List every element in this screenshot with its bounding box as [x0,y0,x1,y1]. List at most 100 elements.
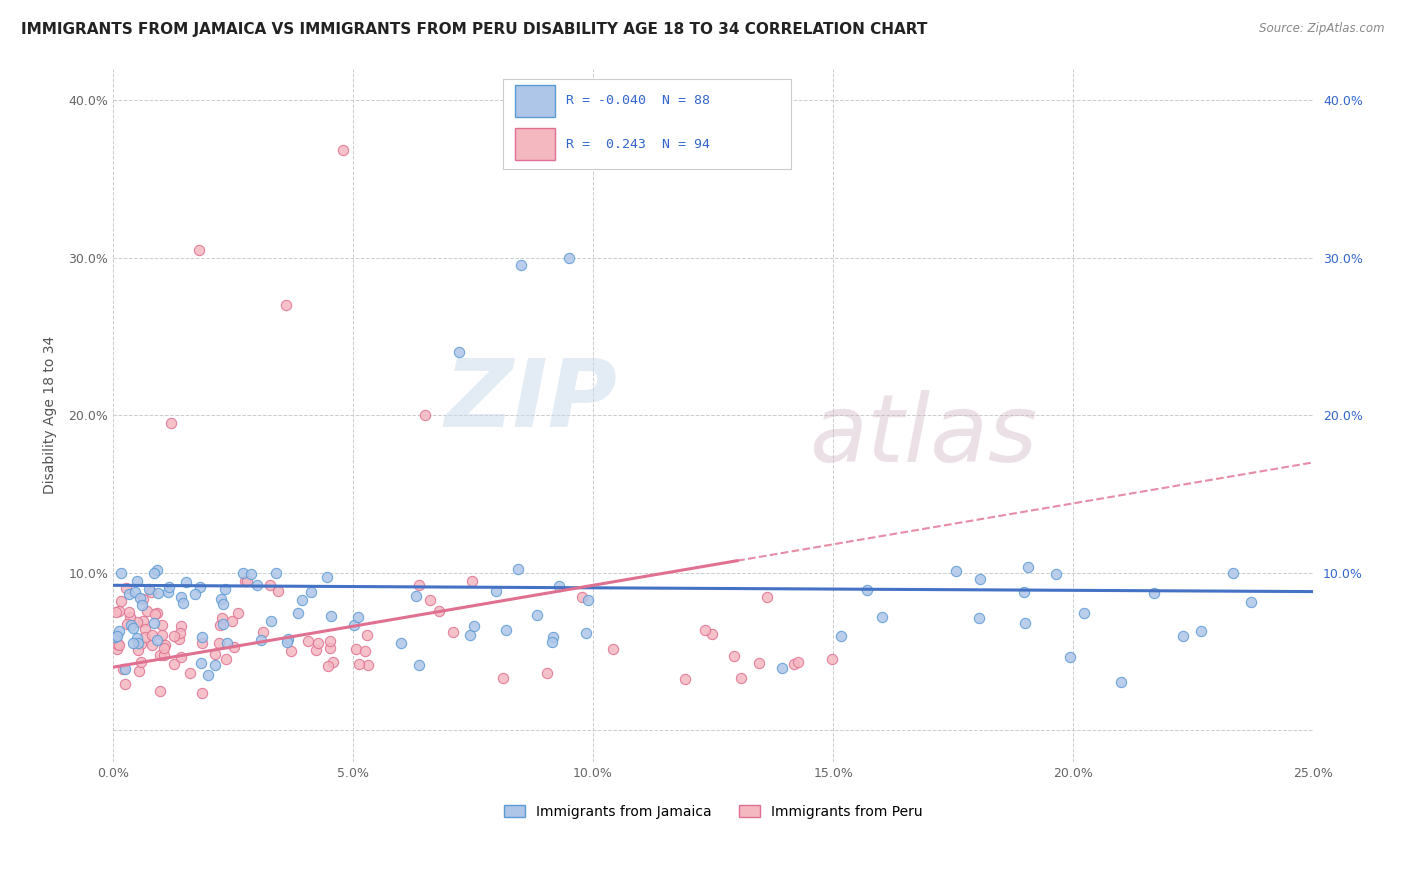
Point [127,643,149,657]
Point [322,655,344,669]
Point [120,618,142,632]
Point [105,642,128,657]
Point [343,617,366,632]
Point [291,593,314,607]
Point [495,623,517,637]
Point [484,584,506,599]
Point [128,591,150,606]
Point [143,615,166,630]
Point [179,665,201,680]
Point [461,574,484,589]
Point [319,634,342,648]
Point [1240,595,1263,609]
Point [246,578,269,592]
Point [211,617,233,632]
Point [139,585,162,599]
Text: IMMIGRANTS FROM JAMAICA VS IMMIGRANTS FROM PERU DISABILITY AGE 18 TO 34 CORRELAT: IMMIGRANTS FROM JAMAICA VS IMMIGRANTS FR… [21,22,928,37]
Point [138,582,160,596]
Point [197,668,219,682]
Point [222,640,245,654]
Point [114,662,136,676]
Point [131,655,153,669]
Point [492,671,515,685]
Point [297,634,319,648]
Point [427,604,450,618]
Point [163,628,186,642]
Point [353,644,375,658]
Point [117,587,139,601]
Point [349,657,371,671]
Point [152,640,174,655]
Y-axis label: Disability Age 18 to 34: Disability Age 18 to 34 [44,336,58,494]
Point [252,624,274,639]
Point [105,629,128,643]
Point [307,636,329,650]
Point [276,634,298,648]
Point [150,618,173,632]
Point [1189,624,1212,638]
Point [260,615,283,629]
Point [153,638,176,652]
Point [190,656,212,670]
Point [146,606,169,620]
Point [510,259,533,273]
Text: atlas: atlas [808,391,1038,482]
Point [571,590,593,604]
Point [204,647,226,661]
Point [170,619,193,633]
Point [332,144,354,158]
Point [458,627,481,641]
Point [170,650,193,665]
Point [389,636,412,650]
Point [447,345,470,359]
Point [1045,567,1067,582]
Point [215,652,238,666]
Point [782,657,804,672]
Point [408,578,430,592]
Point [1012,585,1035,599]
Point [1109,675,1132,690]
Point [1222,566,1244,581]
Point [408,657,430,672]
Point [184,587,207,601]
Point [541,630,564,644]
Point [208,635,231,649]
Point [128,664,150,678]
Point [602,642,624,657]
Point [264,566,287,580]
Point [214,582,236,596]
Point [1017,560,1039,574]
Point [872,609,894,624]
Point [536,666,558,681]
Point [150,628,173,642]
Point [172,596,194,610]
Point [215,636,238,650]
Point [129,637,152,651]
Point [107,604,129,618]
Point [115,616,138,631]
Point [110,594,132,608]
Point [212,597,235,611]
Legend: Immigrants from Jamaica, Immigrants from Peru: Immigrants from Jamaica, Immigrants from… [498,799,928,824]
Point [695,623,717,637]
Point [136,604,159,618]
Point [526,607,548,622]
Point [221,615,243,629]
Point [755,591,778,605]
Point [110,566,132,580]
Point [118,610,141,624]
Point [267,584,290,599]
Point [770,661,793,675]
Point [209,591,232,606]
Point [1171,629,1194,643]
Point [259,578,281,592]
Point [673,672,696,686]
Point [700,627,723,641]
Point [830,629,852,643]
Point [188,243,211,257]
Point [1073,606,1095,620]
Point [405,589,427,603]
Point [547,579,569,593]
Point [211,611,233,625]
Point [145,563,167,577]
